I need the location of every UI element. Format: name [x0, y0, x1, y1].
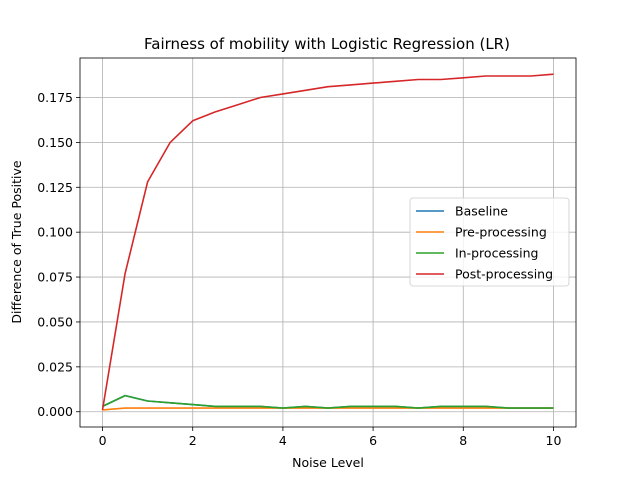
y-tick-label: 0.150	[37, 135, 73, 150]
legend-label-post-processing: Post-processing	[455, 267, 553, 282]
x-tick-label: 6	[369, 433, 377, 448]
axes-frame	[79, 57, 577, 428]
legend-label-in-processing: In-processing	[455, 246, 538, 261]
legend: Baseline Pre-processing In-processing Post-…	[409, 197, 570, 287]
series-line-post-processing	[101, 73, 554, 411]
x-tick-label: 4	[279, 433, 287, 448]
y-axis-label: Difference of True Positive	[9, 160, 24, 323]
chart-title: Fairness of mobility with Logistic Regre…	[144, 35, 510, 53]
y-tick-label: 0.000	[37, 404, 73, 419]
y-tick-label: 0.175	[37, 90, 73, 105]
series-line-in-processing	[102, 394, 554, 409]
y-tick-label: 0.100	[37, 225, 73, 240]
y-tick-label: 0.075	[37, 270, 73, 285]
y-tick-label: 0.025	[37, 359, 73, 374]
legend-label-baseline: Baseline	[455, 204, 508, 219]
x-tick-label: 8	[459, 433, 467, 448]
legend-label-pre-processing: Pre-processing	[455, 225, 547, 240]
plot-lines	[101, 73, 554, 411]
x-tick-label: 0	[99, 433, 107, 448]
x-axis-label: Noise Level	[292, 455, 364, 470]
x-tick-label: 2	[189, 433, 197, 448]
y-tick-label: 0.125	[37, 180, 73, 195]
y-axis-ticks: 0.000 0.025 0.050 0.075 0.100 0.125 0.150 0.175	[37, 90, 80, 419]
legend-frame	[409, 197, 570, 287]
x-tick-label: 10	[546, 433, 562, 448]
y-tick-label: 0.050	[37, 314, 73, 329]
x-axis-ticks: 0 2 4 6 8 10	[99, 427, 562, 448]
